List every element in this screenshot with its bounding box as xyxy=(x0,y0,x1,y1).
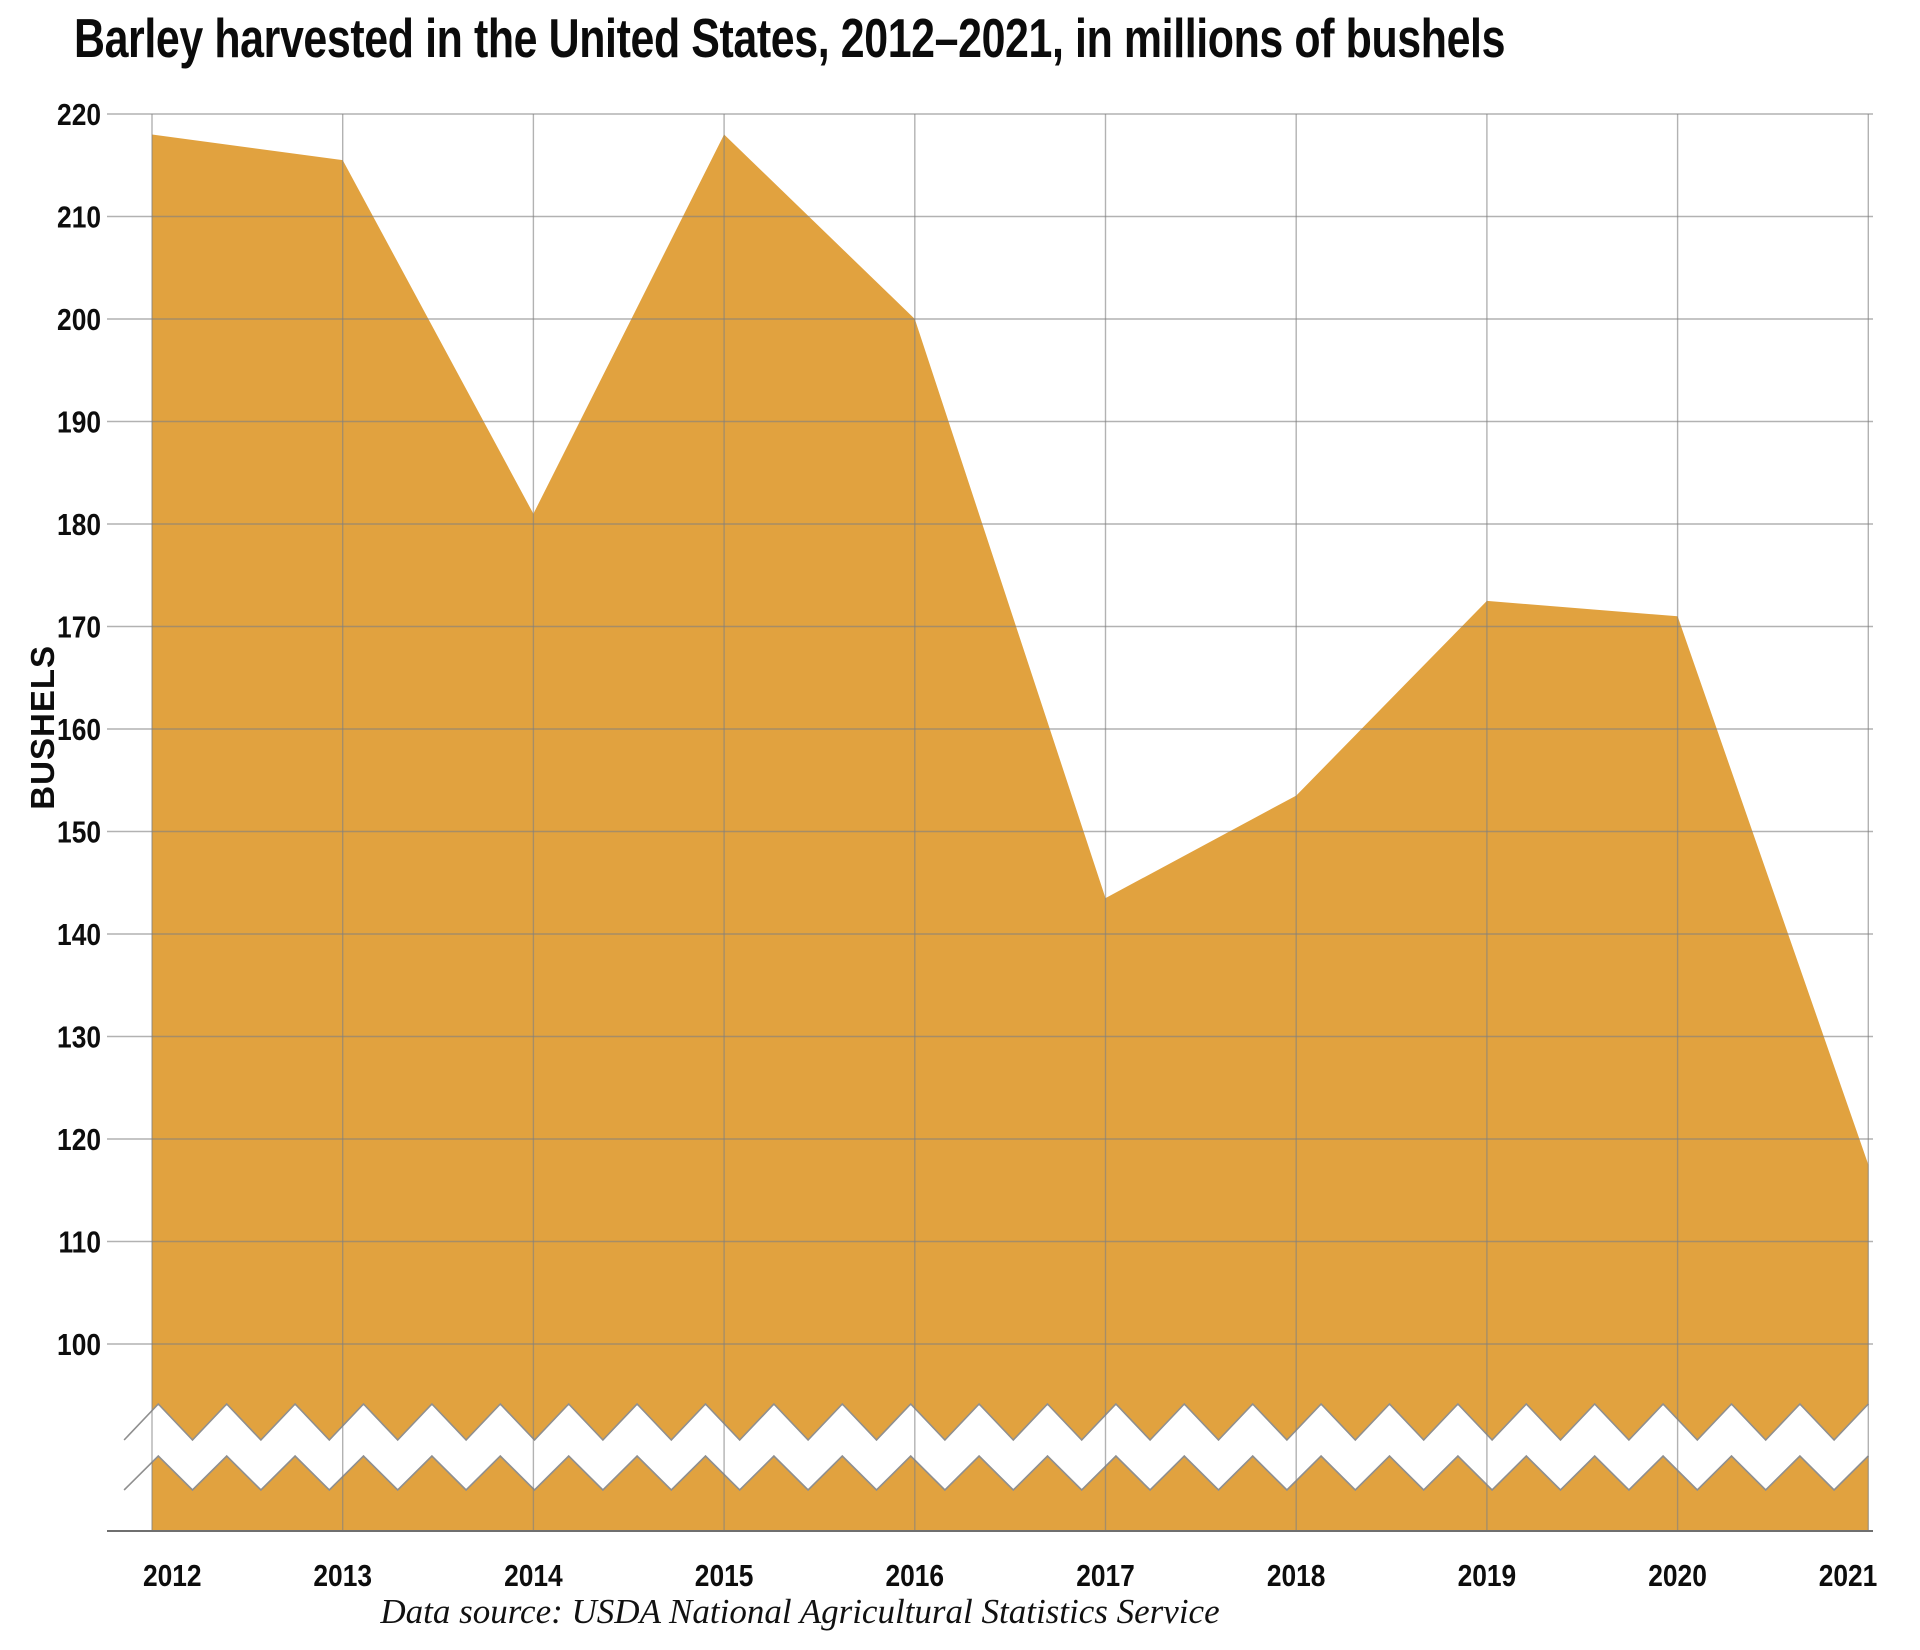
x-tick-label: 2019 xyxy=(1458,1559,1517,1593)
y-tick-label: 140 xyxy=(57,918,101,952)
chart-title: Barley harvested in the United States, 2… xyxy=(74,7,1506,69)
y-tick-label: 180 xyxy=(57,508,101,542)
x-tick-label: 2017 xyxy=(1076,1559,1135,1593)
x-tick-label: 2021 xyxy=(1819,1559,1878,1593)
y-tick-label: 160 xyxy=(57,713,101,747)
y-tick-label: 100 xyxy=(57,1328,101,1362)
area-fill-lower-band xyxy=(152,1456,1869,1531)
area-fill-upper xyxy=(152,134,1869,1440)
y-tick-label: 220 xyxy=(57,98,101,132)
y-tick-label: 210 xyxy=(57,201,101,235)
x-tick-label: 2013 xyxy=(313,1559,372,1593)
x-tick-label: 2015 xyxy=(695,1559,754,1593)
axis-break-zigzag-upper xyxy=(123,1402,1869,1442)
y-tick-label: 170 xyxy=(57,611,101,645)
y-tick-label: 190 xyxy=(57,406,101,440)
x-tick-label: 2018 xyxy=(1267,1559,1326,1593)
data-source-caption: Data source: USDA National Agricultural … xyxy=(380,1592,1220,1631)
x-tick-label: 2020 xyxy=(1648,1559,1707,1593)
y-tick-label: 130 xyxy=(57,1021,101,1055)
x-tick-label: 2012 xyxy=(143,1559,202,1593)
y-tick-label: 110 xyxy=(58,1226,100,1260)
y-tick-label: 200 xyxy=(57,303,101,337)
axis-break-zigzag-lower xyxy=(123,1454,1869,1492)
x-tick-label: 2014 xyxy=(504,1559,563,1593)
x-tick-label: 2016 xyxy=(885,1559,944,1593)
y-tick-label: 150 xyxy=(57,816,101,850)
y-tick-label: 120 xyxy=(57,1123,101,1157)
